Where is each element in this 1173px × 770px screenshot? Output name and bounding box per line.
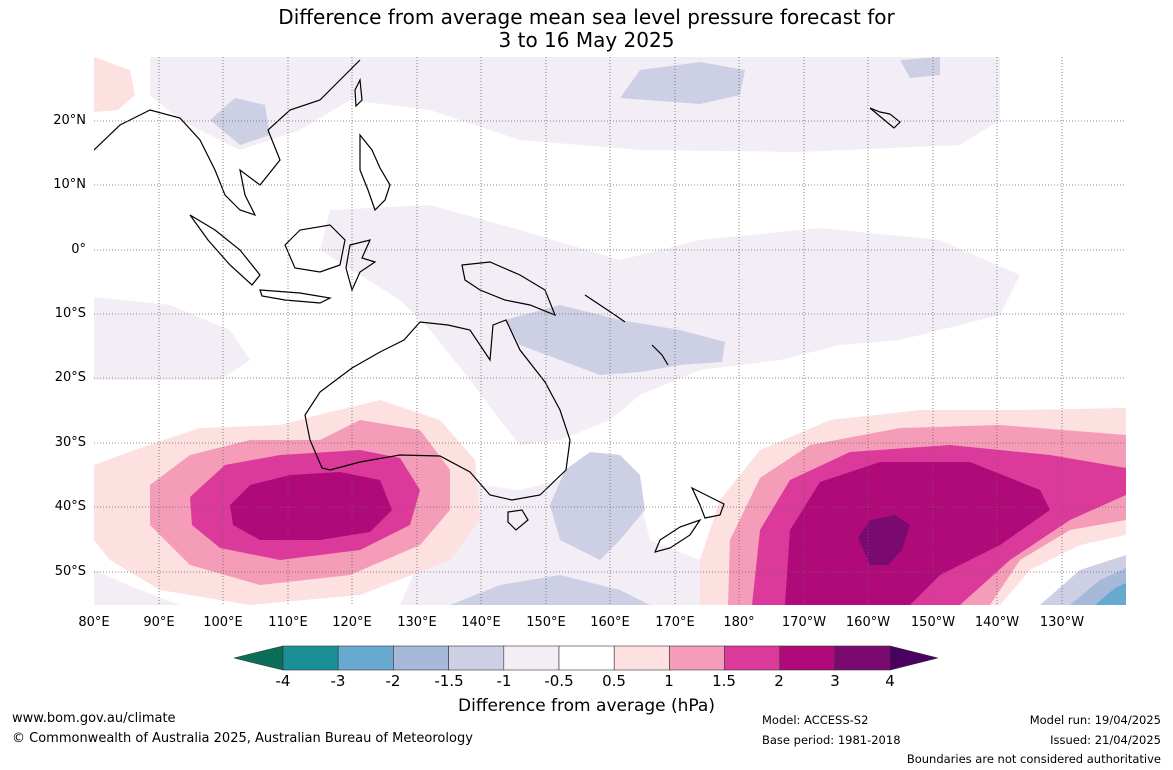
lon-label: 130°E [397,615,437,630]
lon-label: 160°E [590,615,630,630]
colorbar [233,645,939,671]
coastline-borneo [284,224,346,273]
coastline-taiwan [354,77,363,108]
colorbar-tick-label: -0.5 [544,672,574,690]
colorbar-tick-label: 1 [664,672,674,690]
positive-anomaly-west-4 [230,472,392,540]
colorbar-swatch [393,645,449,671]
copyright-text: © Commonwealth of Australia 2025, Austra… [12,731,473,746]
colorbar-tick-label: -3 [330,672,346,690]
lat-label: 10°N [53,177,86,192]
colorbar-tick-label: 3 [830,672,840,690]
colorbar-tick-label: 0.5 [602,672,626,690]
colorbar-swatch [779,645,836,671]
negative-anomaly-core-north-pacific [620,62,745,104]
colorbar-tick-label: 2 [774,672,784,690]
model-name: Model: ACCESS-S2 [762,713,869,727]
lon-label: 180° [723,615,755,630]
map-title-line-2: 3 to 16 May 2025 [498,28,675,52]
lon-label: 140°E [461,615,501,630]
lat-label: 50°S [54,564,86,579]
base-period: Base period: 1981-2018 [762,733,901,747]
colorbar-title: Difference from average (hPa) [458,696,715,716]
lat-label: 20°S [54,370,86,385]
colorbar-arrow-right [889,645,939,671]
coastlines [94,59,901,553]
coastline-new-guinea [461,261,557,317]
negative-anomaly-core-indochina [210,98,270,145]
coastline-sumatra [189,214,261,286]
coastline-new-zealand-south [653,518,702,553]
negative-anomaly-region-far-southwest [94,570,180,605]
map-plot-area [94,57,1126,605]
lon-label: 170°E [655,615,695,630]
coastline-sulawesi [345,239,377,292]
lon-label: 90°E [143,615,175,630]
colorbar-swatch [503,645,560,671]
lon-label: 150°E [526,615,566,630]
negative-anomaly-southeast-deep [1095,583,1126,605]
colorbar-swatch [448,645,505,671]
negative-anomaly-region-north [150,57,1000,152]
lon-label: 170°W [781,615,827,630]
lat-label: 30°S [54,435,86,450]
colorbar-swatch [558,645,615,671]
negative-anomaly-region-equatorial [320,205,1020,445]
coastline-hawaii [869,107,901,129]
negative-anomaly-region-west [94,297,250,380]
coastline-solomon-islands [584,294,626,323]
model-run-date: Model run: 19/04/2025 [1029,713,1161,727]
colorbar-tick-label: -2 [385,672,401,690]
coastline-australia [304,319,571,501]
lon-label: 120°E [332,615,372,630]
issued-date: Issued: 21/04/2025 [1050,733,1161,747]
lon-label: 140°W [974,615,1020,630]
boundaries-disclaimer: Boundaries are not considered authoritat… [906,752,1161,766]
graticule [94,57,1126,605]
colorbar-tick-label: 1.5 [712,672,736,690]
coastline-tasmania [507,509,529,531]
coastline-new-zealand-north [690,486,725,519]
colorbar-tick-label: -4 [275,672,291,690]
positive-anomaly-east-4 [785,462,1050,605]
lon-label: 80°E [78,615,110,630]
colorbar-swatch [282,645,339,671]
colorbar-swatch [669,645,725,671]
lat-label: 0° [71,242,86,257]
lon-label: 100°E [203,615,243,630]
colorbar-tick-label: -1 [496,672,512,690]
lon-label: 150°W [910,615,956,630]
lon-label: 160°W [845,615,891,630]
negative-anomaly-core-tasman [550,452,645,560]
map-title-line-1: Difference from average mean sea level p… [278,5,895,29]
coastline-java [259,289,332,304]
positive-anomaly-northwest [94,57,135,112]
colorbar-swatch [337,645,394,671]
lon-label: 130°W [1039,615,1085,630]
colorbar-arrow-left [233,645,284,671]
coastline-philippines [359,133,391,212]
colorbar-swatch [724,645,781,671]
colorbar-tick-label: -1.5 [434,672,464,690]
lon-label: 110°E [268,615,308,630]
colorbar-swatch [834,645,891,671]
negative-anomaly-core-south [450,575,650,605]
colorbar-swatch [613,645,670,671]
colorbar-tick-label: 4 [885,672,895,690]
lat-label: 20°N [53,113,86,128]
negative-anomaly-core-coral-sea [505,305,725,375]
coastline-new-caledonia [651,344,669,366]
website-link[interactable]: www.bom.gov.au/climate [12,711,176,726]
negative-anomaly-core-small [900,57,940,78]
lat-label: 40°S [54,499,86,514]
lat-label: 10°S [54,306,86,321]
coastline-southeast-asia [94,59,361,217]
positive-anomaly-east-5 [858,515,910,565]
